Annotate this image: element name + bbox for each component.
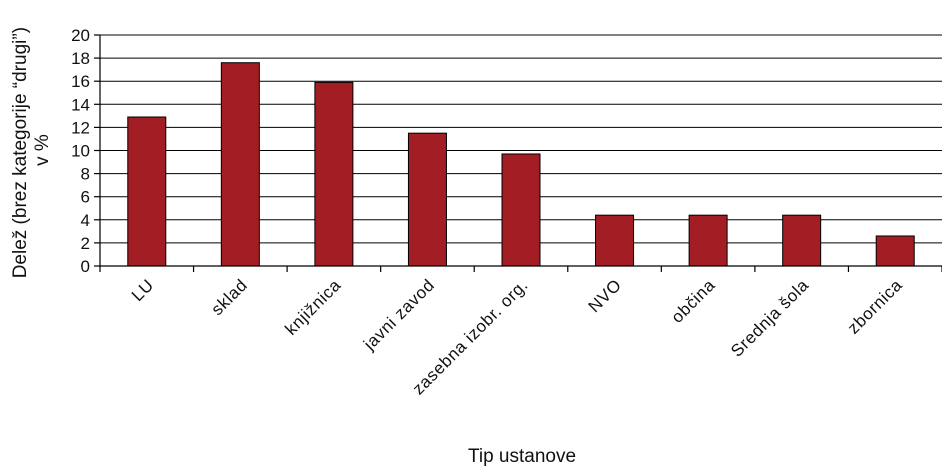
y-tick-label: 12 (71, 118, 90, 137)
y-tick-label: 20 (71, 26, 90, 45)
bar-knjižnica (314, 81, 354, 267)
y-axis-title-line-1: Delež (brez kategorije “drugi”) (10, 27, 31, 278)
bar-zasebna-izobr-org- (501, 153, 541, 267)
bars (127, 62, 915, 267)
bar-nvo (595, 214, 635, 267)
y-tick-label: 8 (81, 165, 90, 184)
y-tick-label: 6 (81, 188, 90, 207)
y-tick-label: 10 (71, 142, 90, 161)
bar-zbornica (875, 235, 915, 267)
bar-srednja-šola (782, 214, 822, 267)
x-tick-label: sklad (208, 275, 252, 319)
y-tick-label: 0 (81, 257, 90, 276)
x-tick-label: LU (128, 275, 158, 305)
y-tick-label: 4 (81, 211, 90, 230)
y-axis-title-line-2: v % (32, 134, 53, 166)
y-tick-label: 16 (71, 72, 90, 91)
y-tick-label: 18 (71, 49, 90, 68)
bar-občina (688, 214, 728, 267)
y-tick-label: 14 (71, 95, 90, 114)
x-tick-label: zbornica (844, 275, 906, 337)
y-axis-title: Delež (brez kategorije “drugi”) v % (10, 22, 53, 279)
axes (94, 34, 942, 272)
y-tick-label: 2 (81, 234, 90, 253)
bar-lu (127, 116, 167, 267)
x-axis-title: Tip ustanove (468, 446, 576, 467)
y-tick-labels: 0 2 4 6 8 10 12 14 16 18 20 (71, 26, 90, 276)
x-tick-label: knjižnica (281, 275, 344, 338)
x-tick-label: NVO (585, 275, 626, 316)
bar-sklad (220, 62, 260, 267)
x-tick-label: občina (668, 275, 719, 326)
bar-javni-zavod (407, 132, 447, 267)
x-tick-label: javni zavod (359, 275, 438, 354)
x-tick-label: Srednja šola (727, 275, 812, 360)
